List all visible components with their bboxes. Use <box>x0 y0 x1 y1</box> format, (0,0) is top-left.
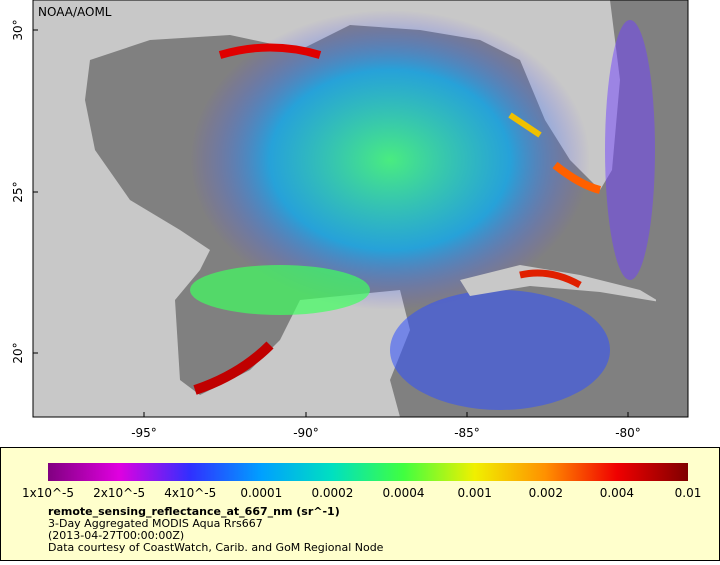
lon-label: -80° <box>615 426 641 440</box>
coastal-high <box>552 161 602 194</box>
colorbar-label: 0.002 <box>529 486 563 500</box>
reflectance-field <box>190 10 590 310</box>
caption-description: 3-Day Aggregated MODIS Aqua Rrs667 <box>48 517 263 530</box>
colorbar-label: 1x10^-5 <box>22 486 74 500</box>
reflectance-field <box>390 290 610 410</box>
lon-label: -90° <box>293 426 319 440</box>
colorbar-label: 0.004 <box>600 486 634 500</box>
reflectance-field <box>190 265 370 315</box>
lat-label: 30° <box>11 19 25 40</box>
colorbar-label: 0.0004 <box>383 486 425 500</box>
colorbar-label: 2x10^-5 <box>93 486 145 500</box>
coastal-high <box>519 269 582 289</box>
caption-variable: remote_sensing_reflectance_at_667_nm (sr… <box>48 505 340 518</box>
lat-label: 20° <box>11 342 25 363</box>
lon-label: -95° <box>131 426 157 440</box>
map-credit: NOAA/AOML <box>38 5 112 19</box>
caption-credit: Data courtesy of CoastWatch, Carib. and … <box>48 541 384 554</box>
colorbar-label: 0.001 <box>457 486 491 500</box>
coastal-high <box>193 341 274 395</box>
colorbar-label: 4x10^-5 <box>164 486 216 500</box>
cuba <box>460 265 660 302</box>
colorbar-label: 0.0002 <box>311 486 353 500</box>
colorbar-label: 0.0001 <box>240 486 282 500</box>
coastal-high <box>218 43 322 59</box>
colorbar <box>48 463 688 481</box>
coastal-high <box>508 112 542 138</box>
lon-label: -85° <box>454 426 480 440</box>
reflectance-field <box>605 20 655 280</box>
colorbar-label: 0.01 <box>675 486 702 500</box>
no-data <box>656 0 688 417</box>
lat-label: 25° <box>11 181 25 202</box>
map-frame <box>32 0 689 418</box>
caption-time: (2013-04-27T00:00:00Z) <box>48 529 184 542</box>
